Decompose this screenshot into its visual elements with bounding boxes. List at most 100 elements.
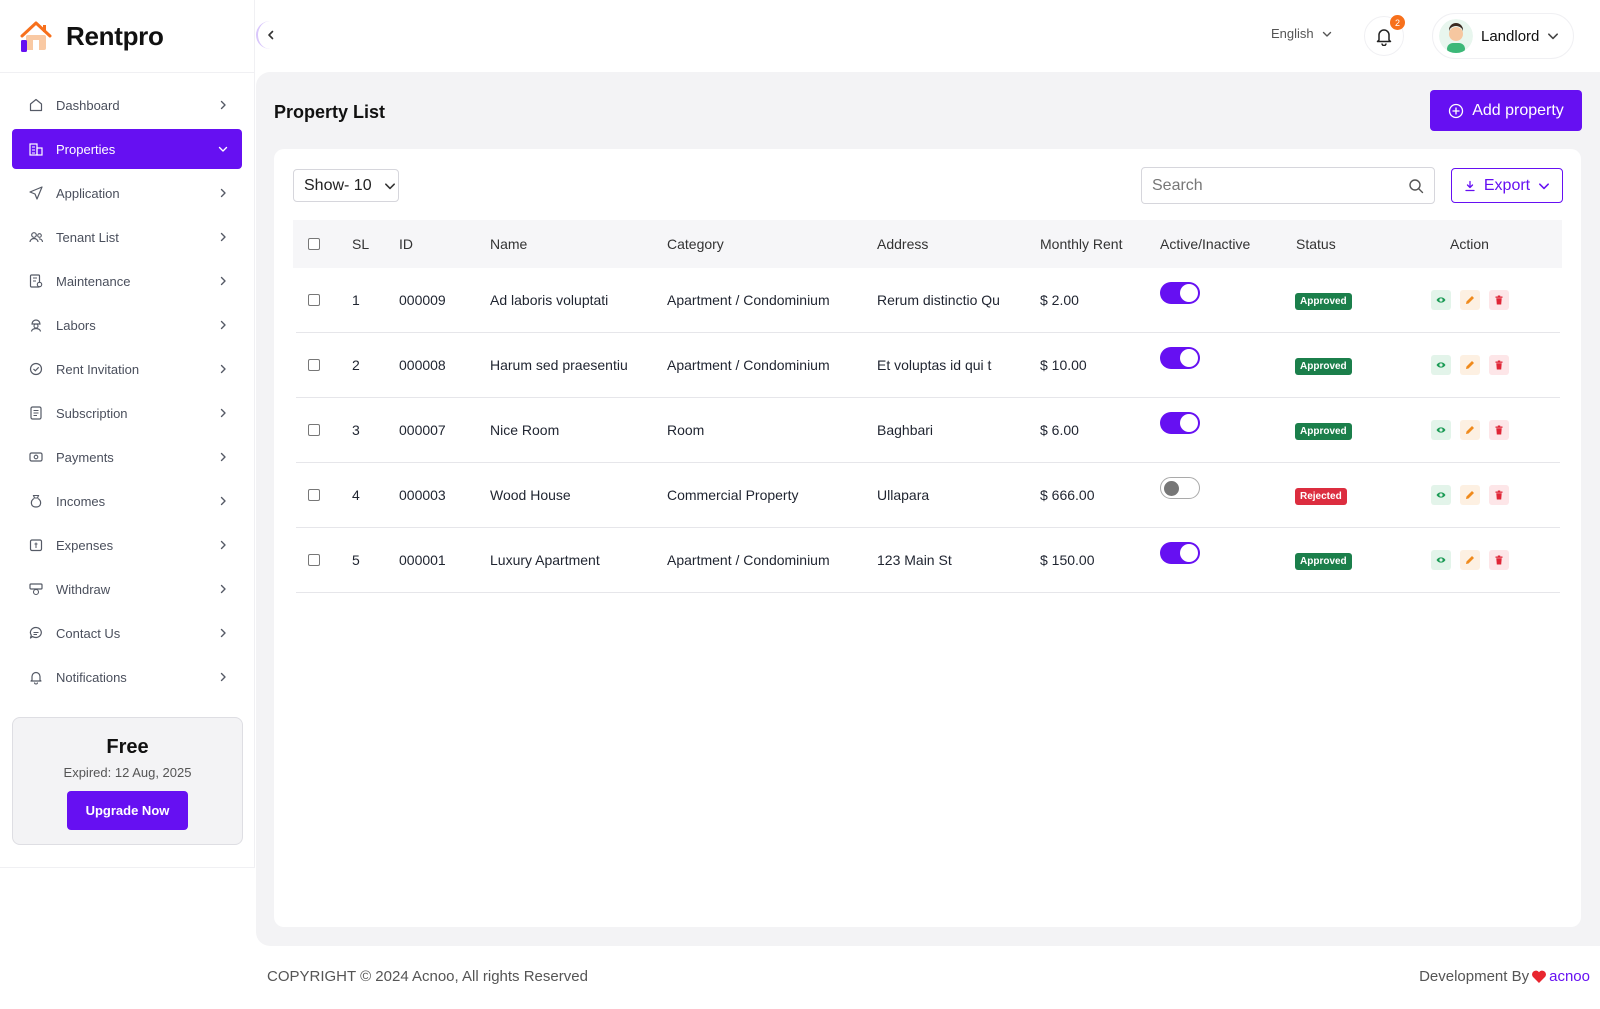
delete-button[interactable] [1489,420,1509,440]
view-button[interactable] [1431,550,1451,570]
cell-address: Rerum distinctio Qu [877,292,1000,308]
edit-button[interactable] [1460,550,1480,570]
status-badge: Rejected [1295,488,1347,505]
sidebar-item-label: Maintenance [56,273,131,289]
sidebar-item-rent-invitation[interactable]: Rent Invitation [12,349,242,389]
status-badge: Approved [1295,358,1352,375]
edit-button[interactable] [1460,355,1480,375]
sidebar-item-contact-us[interactable]: Contact Us [12,613,242,653]
row-checkbox[interactable] [308,489,320,501]
chevron-right-icon [220,232,226,242]
sidebar-item-tenant-list[interactable]: Tenant List [12,217,242,257]
edit-button[interactable] [1460,485,1480,505]
sidebar-item-label: Contact Us [56,625,121,641]
edit-button[interactable] [1460,290,1480,310]
row-checkbox[interactable] [308,554,320,566]
column-header-monthly-rent[interactable]: Monthly Rent [1040,236,1123,252]
sidebar-item-labors[interactable]: Labors [12,305,242,345]
cell-sl: 4 [352,487,360,503]
select-all-checkbox[interactable] [308,238,320,250]
chevron-right-icon [220,364,226,374]
sidebar-item-label: Tenant List [56,229,119,245]
export-label: Export [1483,176,1531,194]
collapse-sidebar-button[interactable] [256,21,284,49]
trash-icon [1495,555,1503,565]
sidebar-item-expenses[interactable]: Expenses [12,525,242,565]
row-checkbox[interactable] [308,294,320,306]
bell-icon [28,669,44,685]
add-property-button[interactable]: Add property [1430,90,1582,131]
sidebar-item-label: Withdraw [56,581,111,597]
view-button[interactable] [1431,485,1451,505]
sidebar-item-withdraw[interactable]: Withdraw [12,569,242,609]
chevron-right-icon [220,672,226,682]
column-header-address[interactable]: Address [877,236,929,252]
sidebar: Rentpro Dashboard Properties Application Te… [0,0,255,868]
sidebar-item-incomes[interactable]: Incomes [12,481,242,521]
active-toggle[interactable] [1160,477,1200,499]
expense-icon [28,537,44,553]
sidebar-item-notifications[interactable]: Notifications [12,657,242,697]
trash-icon [1495,490,1503,500]
row-checkbox[interactable] [308,424,320,436]
cell-category: Apartment / Condominium [667,357,830,373]
view-button[interactable] [1431,420,1451,440]
chevron-right-icon [220,584,226,594]
delete-button[interactable] [1489,550,1509,570]
column-header-sl[interactable]: SL [352,236,370,252]
user-menu[interactable]: Landlord [1432,13,1574,59]
pencil-icon [1466,296,1474,304]
brand[interactable]: Rentpro [0,0,254,73]
active-toggle[interactable] [1160,412,1200,434]
cell-id: 000007 [399,422,446,438]
cell-monthly-rent: $ 2.00 [1040,292,1079,308]
footer-brand-link[interactable]: acnoo [1549,968,1590,985]
edit-button[interactable] [1460,420,1480,440]
active-toggle[interactable] [1160,282,1200,304]
column-header-category[interactable]: Category [667,236,724,252]
cell-sl: 2 [352,357,360,373]
export-button[interactable]: Export [1451,168,1563,203]
notifications-button[interactable]: 2 [1364,15,1405,56]
cell-name: Luxury Apartment [490,552,600,568]
bell-icon [1376,29,1392,46]
delete-button[interactable] [1489,485,1509,505]
column-header-id[interactable]: ID [399,236,413,252]
sidebar-item-payments[interactable]: Payments [12,437,242,477]
column-header-name[interactable]: Name [490,236,528,252]
delete-button[interactable] [1489,290,1509,310]
cell-monthly-rent: $ 6.00 [1040,422,1079,438]
income-icon [28,493,44,509]
column-header-active-inactive[interactable]: Active/Inactive [1160,236,1251,252]
search-input[interactable] [1152,176,1408,195]
cell-monthly-rent: $ 10.00 [1040,357,1087,373]
cell-monthly-rent: $ 150.00 [1040,552,1095,568]
table-header: SL ID Name Category Address Monthly Rent… [293,220,1562,268]
brand-name: Rentpro [66,20,164,51]
column-header-status[interactable]: Status [1296,236,1336,252]
sidebar-item-dashboard[interactable]: Dashboard [12,85,242,125]
sidebar-item-subscription[interactable]: Subscription [12,393,242,433]
sidebar-item-application[interactable]: Application [12,173,242,213]
language-selector[interactable]: English [1271,26,1332,41]
cell-id: 000008 [399,357,446,373]
upgrade-now-button[interactable]: Upgrade Now [66,791,189,830]
delete-button[interactable] [1489,355,1509,375]
search-icon[interactable] [1408,178,1424,194]
chevron-right-icon [220,320,226,330]
cell-category: Commercial Property [667,487,799,503]
active-toggle[interactable] [1160,347,1200,369]
sidebar-item-properties[interactable]: Properties [12,129,242,169]
show-entries-select[interactable]: Show- 10 [293,169,399,202]
sidebar-item-label: Rent Invitation [56,361,140,377]
row-checkbox[interactable] [308,359,320,371]
sidebar-nav: Dashboard Properties Application Tenant Lis… [0,73,254,697]
sidebar-item-maintenance[interactable]: Maintenance [12,261,242,301]
cell-monthly-rent: $ 666.00 [1040,487,1095,503]
sidebar-item-label: Notifications [56,669,127,685]
chevron-right-icon [220,540,226,550]
active-toggle[interactable] [1160,542,1200,564]
view-button[interactable] [1431,290,1451,310]
view-button[interactable] [1431,355,1451,375]
plan-expiry: Expired: 12 Aug, 2025 [63,765,192,780]
